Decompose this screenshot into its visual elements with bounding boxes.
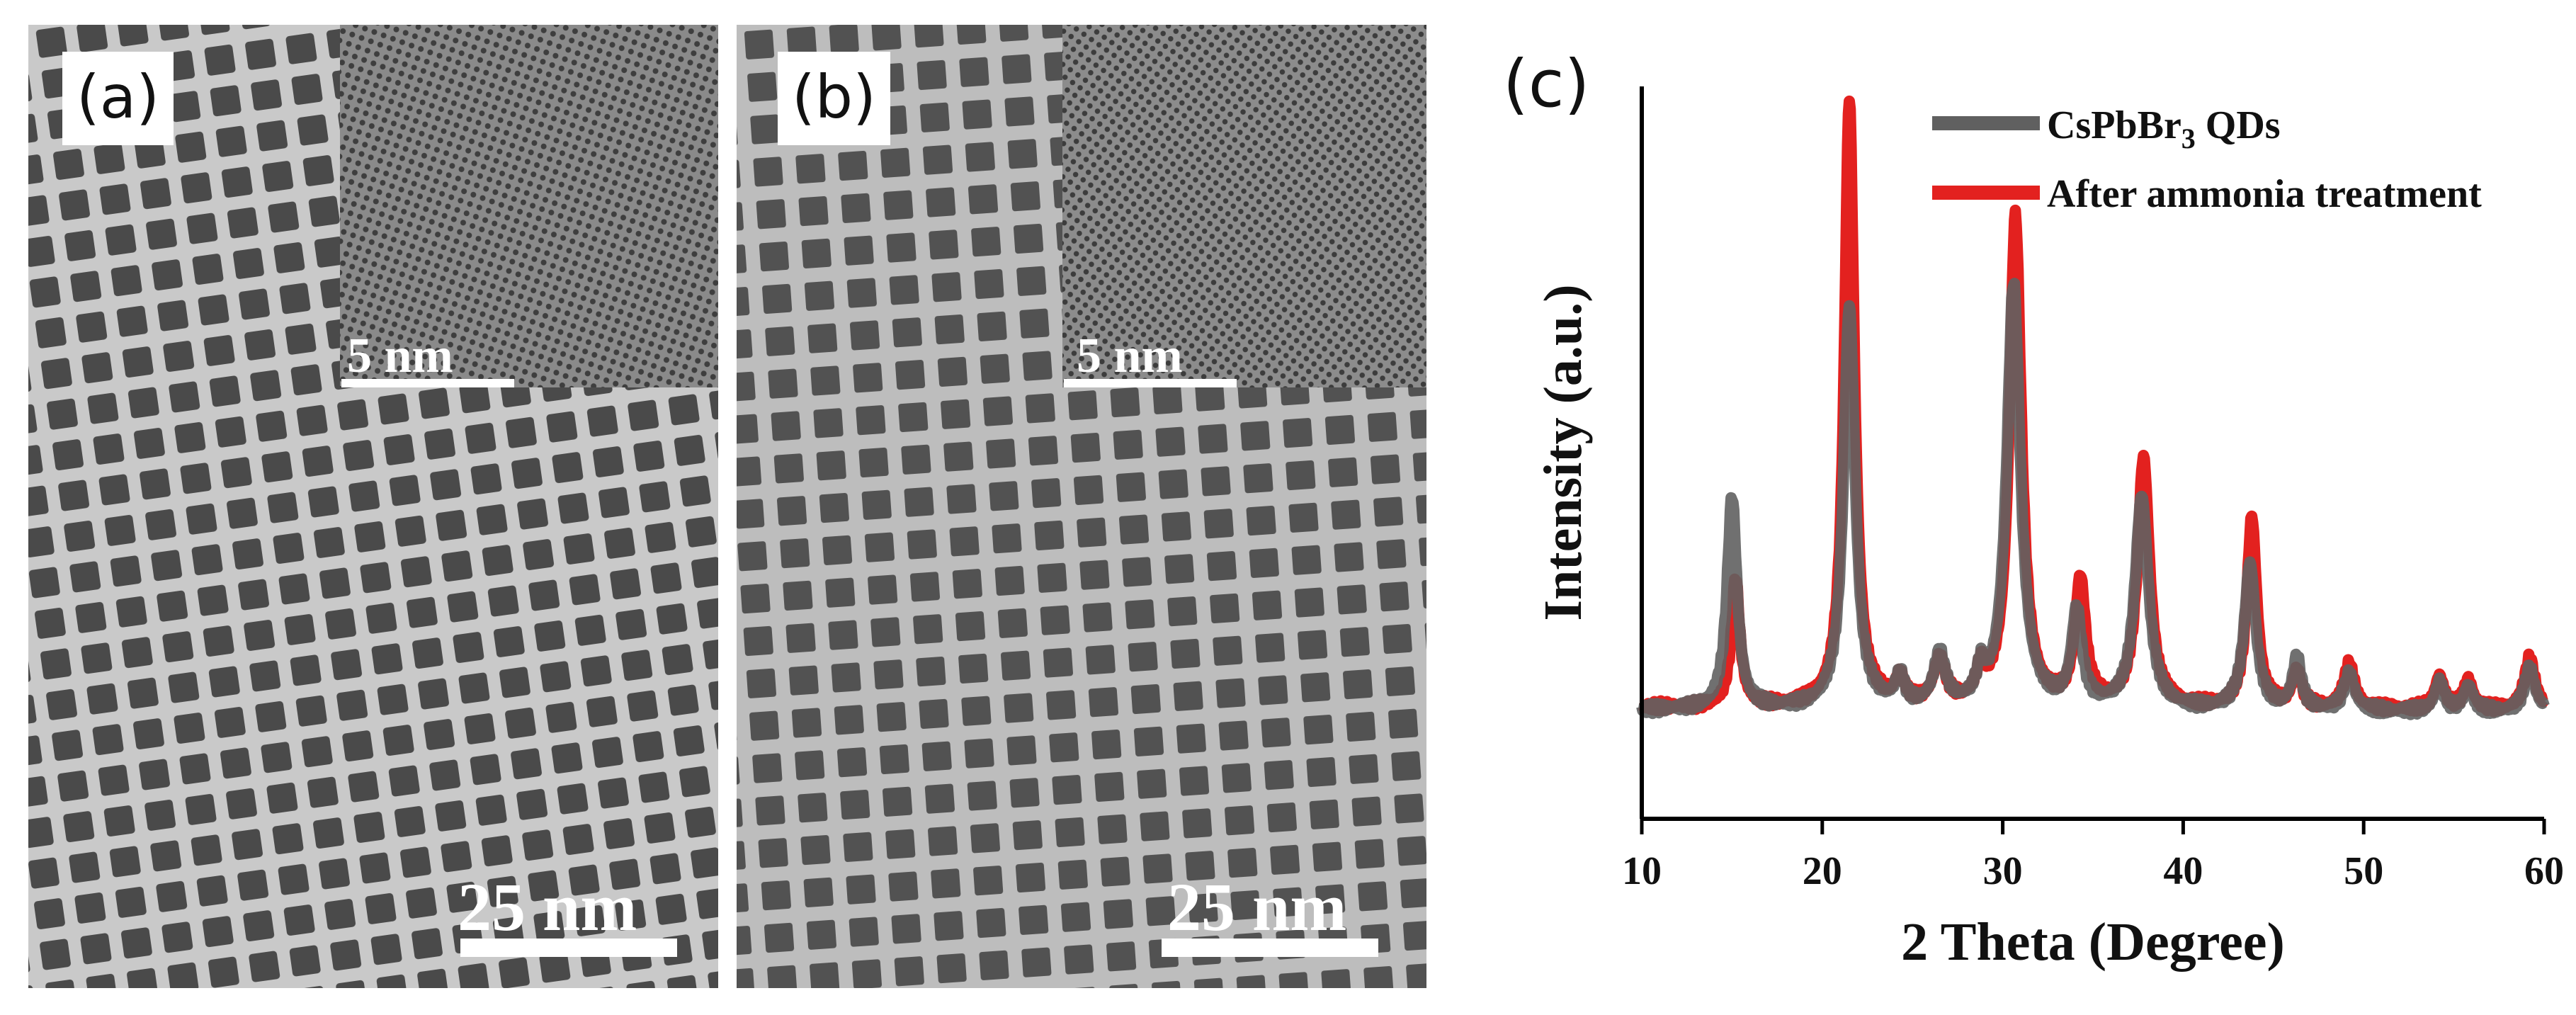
main-scale-label-b: 25 nm <box>1167 869 1347 945</box>
y-axis-label: Intensity (a.u.) <box>1533 284 1593 620</box>
inset-scale-label-b: 5 nm <box>1077 329 1183 383</box>
series-line-1 <box>1636 278 2550 720</box>
hrtem-inset-b: 5 nm <box>1062 25 1426 387</box>
panel-label-c: (c) <box>1503 46 1589 122</box>
legend: CsPbBr3 QDs After ammonia treatment <box>1932 103 2482 216</box>
legend-label-treated: After ammonia treatment <box>2047 172 2482 216</box>
x-ticks: 10 20 30 40 50 60 <box>1622 819 2564 893</box>
hrtem-inset-a: 5 nm <box>340 25 718 387</box>
x-tick-label: 50 <box>2344 849 2383 893</box>
legend-label-pristine: CsPbBr3 QDs <box>2047 103 2281 154</box>
panel-label-a: (a) <box>62 52 174 145</box>
x-axis-label: 2 Theta (Degree) <box>1901 912 2285 972</box>
x-tick-label: 20 <box>1803 849 1842 893</box>
main-scale-label-a: 25 nm <box>458 869 637 945</box>
main-scale-bar-b <box>1162 939 1378 957</box>
panel-label-b: (b) <box>778 52 890 145</box>
plot-area <box>1636 95 2550 720</box>
tem-image-a: (a) 5 nm 25 nm <box>28 25 718 988</box>
tem-image-b: (b) 5 nm 25 nm <box>737 25 1426 988</box>
inset-scale-label-a: 5 nm <box>347 329 453 383</box>
x-tick-label: 60 <box>2524 849 2564 893</box>
x-tick-label: 40 <box>2163 849 2203 893</box>
x-tick-label: 10 <box>1622 849 1662 893</box>
xrd-chart: (c) 10 20 30 40 50 60 2 Theta (Degree) Intens… <box>1503 46 2564 972</box>
x-tick-label: 30 <box>1983 849 2023 893</box>
main-scale-bar-a <box>460 939 677 957</box>
inset-scale-bar-a <box>341 379 514 387</box>
inset-scale-bar-b <box>1064 379 1237 387</box>
